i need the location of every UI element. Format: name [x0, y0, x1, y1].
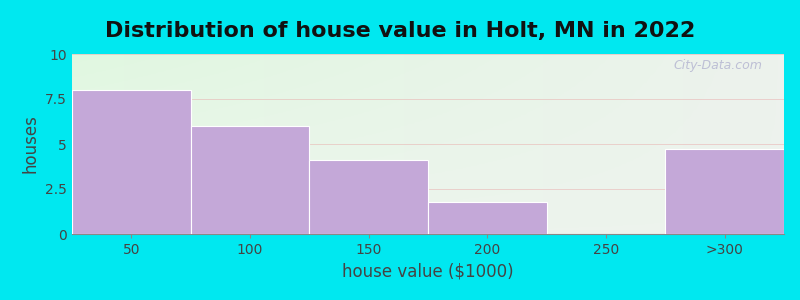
X-axis label: house value ($1000): house value ($1000)	[342, 262, 514, 280]
Y-axis label: houses: houses	[22, 115, 40, 173]
Bar	[666, 149, 784, 234]
Text: Distribution of house value in Holt, MN in 2022: Distribution of house value in Holt, MN …	[105, 21, 695, 41]
Bar	[190, 126, 310, 234]
Bar	[72, 90, 190, 234]
Text: City-Data.com: City-Data.com	[674, 59, 762, 72]
Bar	[428, 202, 546, 234]
Bar	[310, 160, 428, 234]
